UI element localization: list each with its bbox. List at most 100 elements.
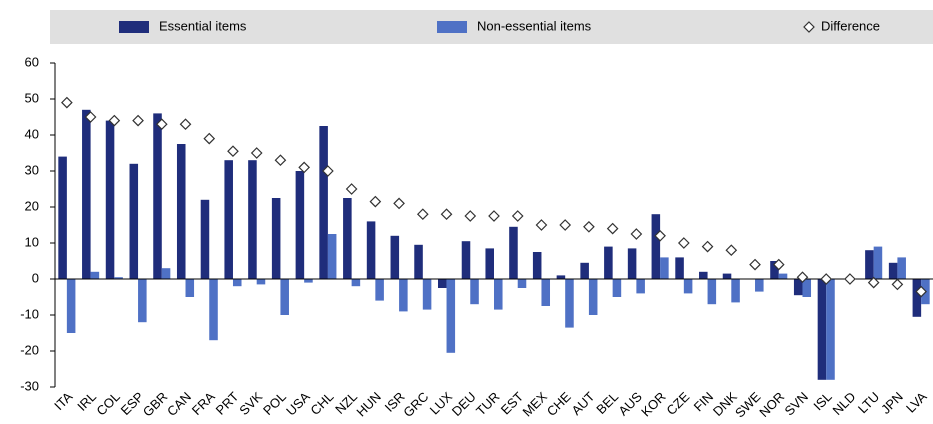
bar	[114, 277, 123, 279]
difference-marker	[511, 210, 524, 222]
bar	[722, 273, 732, 279]
y-tick-label: 20	[25, 198, 39, 213]
y-tick-label: -30	[20, 378, 39, 393]
x-tick-label: FRA	[189, 389, 218, 418]
bar	[327, 234, 337, 279]
bar	[580, 262, 589, 279]
difference-marker	[179, 118, 192, 131]
bar	[343, 198, 352, 279]
difference-marker	[274, 154, 287, 167]
bar	[683, 279, 693, 294]
bar	[470, 279, 479, 305]
difference-marker	[488, 210, 500, 222]
bar	[588, 279, 598, 315]
difference-marker	[915, 285, 927, 298]
bar	[390, 235, 400, 279]
difference-marker	[772, 258, 785, 271]
bar	[138, 279, 147, 323]
bar	[636, 279, 645, 294]
y-tick-label: 60	[25, 54, 39, 69]
bar	[209, 279, 218, 341]
bar	[351, 279, 361, 287]
difference-marker	[535, 219, 548, 231]
difference-marker	[677, 237, 690, 249]
bar	[651, 214, 661, 279]
legend-marker	[803, 21, 815, 33]
bar	[517, 279, 527, 288]
difference-marker	[796, 271, 809, 284]
bar	[731, 279, 740, 303]
x-tick-label: CHE	[544, 389, 574, 419]
difference-marker	[701, 240, 714, 253]
x-tick-label: SVK	[236, 389, 265, 418]
bar	[612, 279, 622, 297]
bar	[366, 221, 376, 279]
legend-label: Non-essential items	[477, 18, 592, 33]
bar	[509, 226, 518, 279]
y-tick-label: 30	[25, 162, 39, 177]
difference-marker	[820, 273, 833, 285]
y-tick-label: 0	[32, 270, 39, 285]
y-tick-label: 50	[25, 90, 39, 105]
bar	[437, 279, 447, 288]
bar	[271, 198, 281, 279]
difference-marker	[725, 244, 738, 257]
bar	[248, 160, 257, 279]
bar	[200, 199, 210, 279]
bar	[224, 160, 233, 279]
difference-marker	[393, 197, 405, 210]
bar	[556, 275, 566, 279]
x-tick-label: PRT	[213, 389, 242, 418]
x-tick-label: AUT	[568, 389, 597, 418]
y-tick-label: 10	[25, 234, 39, 249]
bar	[912, 279, 922, 317]
legend-swatch	[119, 21, 149, 33]
y-tick-label: -20	[20, 342, 39, 357]
x-tick-label: GRC	[400, 389, 431, 420]
bar	[256, 279, 266, 285]
x-tick-label: ITA	[51, 389, 75, 413]
bar	[176, 144, 186, 279]
bar	[105, 120, 115, 279]
bar	[375, 279, 384, 301]
bar	[865, 250, 874, 279]
x-tick-label: LTU	[855, 389, 882, 416]
bar	[66, 279, 76, 333]
x-tick-label: SWE	[732, 389, 764, 421]
bar	[446, 279, 456, 353]
bar	[232, 279, 242, 287]
difference-marker	[132, 114, 144, 127]
bar	[319, 126, 328, 279]
x-tick-label: CZE	[663, 389, 692, 418]
x-tick-label: EST	[498, 389, 527, 418]
bar	[461, 241, 471, 279]
x-tick-label: LVA	[903, 389, 930, 416]
bar	[399, 279, 408, 312]
difference-marker	[559, 219, 572, 231]
difference-marker	[464, 210, 477, 222]
bar	[153, 113, 162, 280]
difference-marker	[369, 195, 382, 208]
difference-marker	[606, 222, 619, 235]
x-tick-label: POL	[260, 389, 289, 418]
difference-marker	[416, 208, 429, 221]
difference-marker	[322, 165, 334, 177]
bar	[532, 252, 542, 279]
bar	[897, 257, 906, 279]
bar	[770, 261, 779, 279]
bar	[82, 109, 91, 279]
x-tick-label: MEX	[519, 389, 550, 420]
difference-marker	[108, 114, 121, 127]
bar	[280, 279, 289, 315]
x-tick-label: COL	[93, 389, 123, 419]
y-tick-label: -10	[20, 306, 39, 321]
x-tick-label: SVN	[782, 389, 812, 419]
difference-marker	[84, 111, 97, 123]
x-tick-label: GBR	[140, 389, 171, 420]
x-tick-label: AUS	[615, 389, 645, 419]
bar	[778, 273, 788, 279]
bar	[485, 248, 494, 279]
y-tick-label: 40	[25, 126, 39, 141]
bar	[90, 271, 100, 279]
difference-marker	[867, 276, 880, 289]
